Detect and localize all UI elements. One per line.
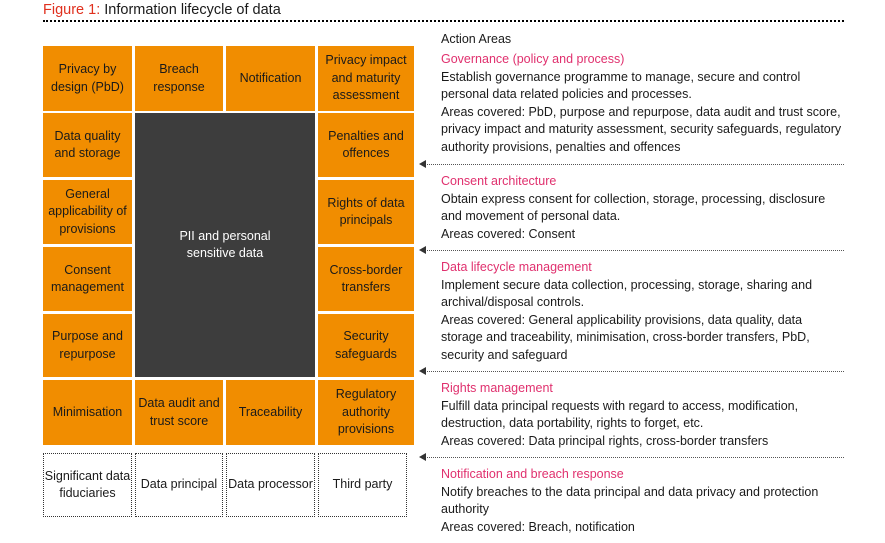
area-description: Obtain express consent for collection, s… — [441, 191, 826, 224]
cell-minimisation: Minimisation — [43, 380, 132, 445]
cell-traceability: Traceability — [226, 380, 315, 445]
area-description: Notify breaches to the data principal an… — [441, 484, 819, 517]
area-title: Governance (policy and process) — [441, 52, 625, 66]
title-divider — [43, 20, 844, 22]
actor-third-party: Third party — [318, 453, 407, 517]
cell-rights-of-data-principals: Rights of data principals — [318, 180, 414, 244]
cell-purpose-repurpose: Purpose and repurpose — [43, 314, 132, 377]
cell-penalties: Penalties and offences — [318, 113, 414, 177]
area-title: Notification and breach response — [441, 467, 624, 481]
area-description: Establish governance programme to manage… — [441, 69, 801, 102]
area-covered: Areas covered: General applicability pro… — [441, 312, 810, 362]
cell-regulatory-authority: Regulatory authority provisions — [318, 380, 414, 445]
area-covered: Areas covered: Consent — [441, 226, 576, 241]
arrow-left-icon — [419, 453, 426, 461]
cell-notification: Notification — [226, 46, 315, 111]
cell-data-quality: Data quality and storage — [43, 113, 132, 177]
area-title: Consent architecture — [441, 174, 557, 188]
area-description: Fulfill data principal requests with reg… — [441, 398, 799, 431]
area-covered: Areas covered: Data principal rights, cr… — [441, 433, 769, 448]
action-area-rights: Rights management Fulfill data principal… — [441, 380, 846, 450]
action-area-governance: Governance (policy and process) Establis… — [441, 51, 846, 156]
action-area-data-lifecycle: Data lifecycle management Implement secu… — [441, 259, 846, 364]
arrow-left-icon — [419, 246, 426, 254]
area-covered: Areas covered: PbD, purpose and repurpos… — [441, 104, 842, 154]
figure-title: Figure 1: Information lifecycle of data — [43, 2, 281, 19]
arrow-left-icon — [419, 160, 426, 168]
cell-general-applicability: General applicability of provisions — [43, 180, 132, 244]
figure-title-text: Information lifecycle of data — [100, 2, 281, 18]
area-description: Implement secure data collection, proces… — [441, 277, 813, 310]
cell-data-audit: Data audit and trust score — [135, 380, 223, 445]
action-area-notification: Notification and breach response Notify … — [441, 466, 846, 536]
action-area-consent: Consent architecture Obtain express cons… — [441, 173, 846, 243]
arrow-left-icon — [419, 367, 426, 375]
actor-data-processor: Data processor — [226, 453, 315, 517]
core-label: PII and personal sensitive data — [179, 228, 271, 261]
cell-privacy-by-design: Privacy by design (PbD) — [43, 46, 132, 111]
action-areas-heading: Action Areas — [441, 32, 512, 46]
actor-significant-data-fiduciaries: Significant data fiduciaries — [43, 453, 132, 517]
cell-consent-management: Consent management — [43, 247, 132, 311]
figure-label: Figure 1: — [43, 2, 101, 18]
actor-data-principal: Data principal — [135, 453, 223, 517]
area-covered: Areas covered: Breach, notification — [441, 519, 635, 534]
area-title: Data lifecycle management — [441, 260, 592, 274]
cell-cross-border: Cross-border transfers — [318, 247, 414, 311]
core-pii-data: PII and personal sensitive data — [135, 113, 315, 377]
area-title: Rights management — [441, 381, 553, 395]
cell-privacy-impact: Privacy impact and maturity assessment — [318, 46, 414, 111]
cell-breach-response: Breach response — [135, 46, 223, 111]
cell-security-safeguards: Security safeguards — [318, 314, 414, 377]
